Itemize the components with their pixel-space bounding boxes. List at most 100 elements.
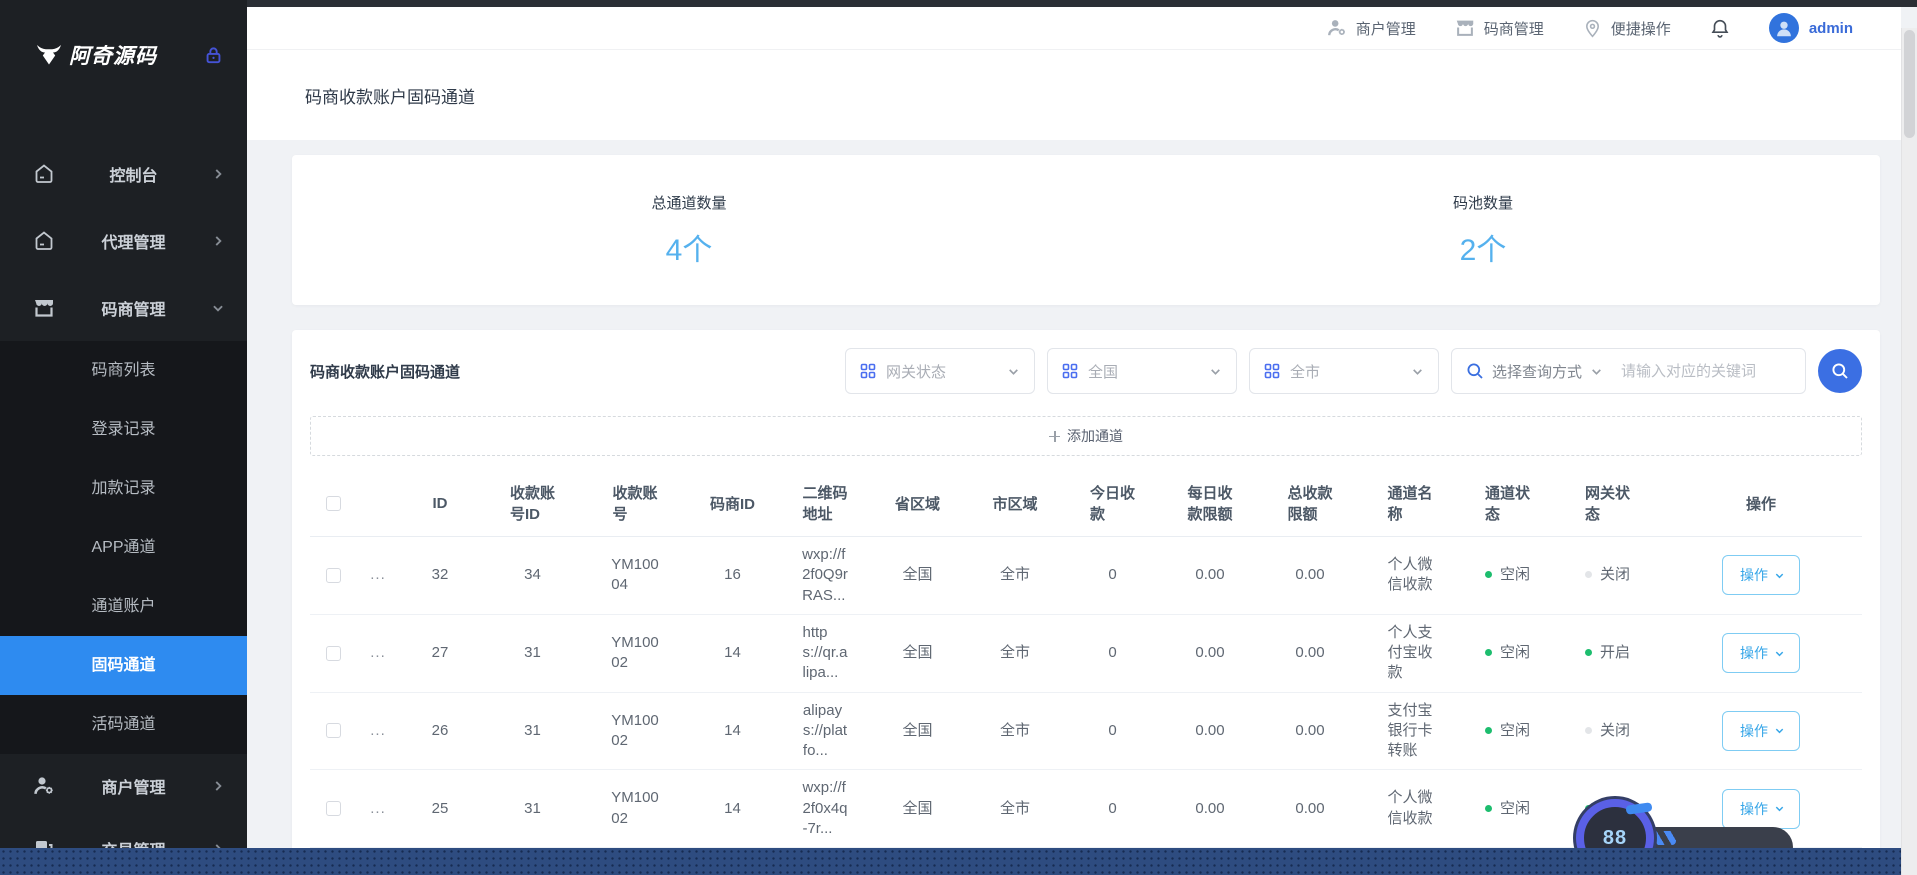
cell-gateway-status: 关闭 — [1555, 536, 1660, 615]
table-header-row: ID 收款账 号ID 收款账 号 码商ID 二维码 地址 省区域 市区域 今日收… — [310, 470, 1862, 537]
sidebar-menu: 控制台 代理管理 码商管理 码商列表 登录记录 加款记录 APP通道 通道账户 … — [0, 140, 247, 875]
cell-account-id: 31 — [480, 692, 585, 771]
row-action-button[interactable]: 操作 — [1722, 633, 1800, 674]
cell-merchant-id: 16 — [685, 536, 780, 615]
row-expand[interactable]: ... — [356, 536, 400, 615]
col-account-id: 收款账 号ID — [480, 470, 585, 537]
row-checkbox[interactable] — [325, 567, 341, 583]
submenu-item-channel-account[interactable]: 通道账户 — [91, 598, 156, 615]
province-select[interactable]: 全国 — [1047, 348, 1237, 394]
cell-qr: wxp://f 2f0x4q -7r... — [780, 769, 870, 848]
home-icon — [35, 230, 53, 250]
keyword-input[interactable] — [1621, 362, 1791, 380]
nav-item-label: 商户管理 — [1355, 20, 1416, 38]
widget-text: 88 — [1602, 826, 1628, 849]
sidebar-item-merchant[interactable]: 商户管理 — [0, 754, 247, 817]
submenu-item-fixed-code-channel[interactable]: 固码通道 — [0, 636, 247, 695]
title-bar: 码商收款账户固码通道 — [247, 50, 1901, 140]
stat-code-pools: 码池数量 2个 — [1086, 192, 1880, 269]
cell-daily-limit: 0.00 — [1160, 536, 1260, 615]
city-select[interactable]: 全市 — [1249, 348, 1439, 394]
sidebar-item-agent[interactable]: 代理管理 — [0, 207, 247, 274]
store-icon — [1456, 20, 1474, 36]
row-expand[interactable]: ... — [356, 614, 400, 693]
row-expand[interactable]: ... — [356, 769, 400, 848]
grid-icon — [1062, 363, 1078, 379]
table-row: ... 32 34 YM100 04 16 wxp://f 2f0Q9r RAS… — [310, 536, 1862, 615]
gateway-status-select[interactable]: 网关状态 — [845, 348, 1035, 394]
select-all-checkbox[interactable] — [325, 496, 341, 512]
submenu-item-deposit-records[interactable]: 加款记录 — [91, 480, 156, 497]
scrollbar-thumb[interactable] — [1904, 30, 1915, 138]
vertical-scrollbar[interactable] — [1901, 28, 1917, 875]
row-action-button[interactable]: 操作 — [1722, 555, 1800, 596]
cell-channel-name: 个人支 付宝收 款 — [1360, 614, 1460, 693]
body-area: 总通道数量 4个 码池数量 2个 码商收款账户固码通道 网关状态 — [247, 140, 1901, 875]
submenu-item-live-code-channel[interactable]: 活码通道 — [91, 716, 156, 733]
chevron-down-icon[interactable] — [1590, 365, 1603, 378]
cell-total-limit: 0.00 — [1260, 536, 1360, 615]
panel-title: 码商收款账户固码通道 — [310, 363, 461, 381]
search-button[interactable] — [1818, 349, 1862, 393]
avatar — [1768, 13, 1799, 43]
search-mode-select[interactable]: 选择查询方式 — [1492, 363, 1583, 381]
cell-channel-name: 个人微 信收款 — [1360, 536, 1460, 615]
add-channel-button[interactable]: 添加通道 — [310, 416, 1862, 456]
submenu-item-login-records[interactable]: 登录记录 — [91, 421, 156, 438]
col-merchant-id: 码商ID — [685, 470, 780, 537]
nav-item-label: 便捷操作 — [1610, 20, 1671, 38]
cell-qr: wxp://f 2f0Q9r RAS... — [780, 536, 870, 615]
stat-label: 码池数量 — [1452, 194, 1513, 212]
notification-bell-button[interactable] — [1709, 17, 1731, 39]
status-dot — [1484, 649, 1492, 656]
cell-channel-name: 个人微 信收款 — [1360, 769, 1460, 848]
select-value: 网关状态 — [886, 363, 947, 381]
submenu-item-app-channel[interactable]: APP通道 — [91, 539, 156, 556]
widget-notch — [1625, 802, 1653, 815]
col-province: 省区域 — [870, 470, 965, 537]
cell-today: 0 — [1065, 614, 1160, 693]
sidebar-item-label: 商户管理 — [101, 779, 166, 797]
lock-icon[interactable] — [204, 46, 223, 65]
cell-today: 0 — [1065, 769, 1160, 848]
sidebar-submenu: 码商列表 登录记录 加款记录 APP通道 通道账户 固码通道 活码通道 — [0, 341, 247, 754]
cell-account: YM100 02 — [585, 614, 685, 693]
plus-icon — [1049, 430, 1060, 442]
bottom-band — [0, 848, 1917, 875]
brand-name: 阿奇源码 — [69, 44, 157, 68]
cell-today: 0 — [1065, 692, 1160, 771]
grid-icon — [860, 363, 876, 379]
row-expand[interactable]: ... — [356, 692, 400, 771]
row-checkbox[interactable] — [325, 723, 341, 739]
stats-card: 总通道数量 4个 码池数量 2个 — [292, 155, 1880, 305]
col-expand — [356, 470, 400, 537]
row-action-button[interactable]: 操作 — [1722, 788, 1800, 829]
submenu-item-mashang-list[interactable]: 码商列表 — [91, 362, 156, 379]
top-strip — [0, 0, 1917, 7]
cell-merchant-id: 14 — [685, 614, 780, 693]
cell-gateway-status: 开启 — [1555, 614, 1660, 693]
cell-province: 全国 — [870, 536, 965, 615]
content-area: 商户管理 码商管理 便捷操作 admin 码商收款账户固码通道 总通道数量 4个 — [247, 7, 1901, 875]
sidebar: 阿奇源码 控制台 代理管理 码商管理 码商列表 登录记录 加款记录 APP通道 … — [0, 0, 247, 875]
cell-merchant-id: 14 — [685, 692, 780, 771]
nav-item-quick-actions[interactable]: 便捷操作 — [1582, 18, 1671, 39]
cell-channel-status: 空闲 — [1460, 614, 1555, 693]
merchant-icon — [1327, 20, 1345, 36]
chevron-down-icon — [1413, 368, 1422, 375]
user-menu[interactable]: admin — [1768, 13, 1853, 43]
nav-item-merchant[interactable]: 商户管理 — [1326, 17, 1416, 39]
status-dot — [1584, 571, 1592, 579]
cell-total-limit: 0.00 — [1260, 614, 1360, 693]
nav-item-mashang[interactable]: 码商管理 — [1454, 17, 1544, 39]
col-gateway-status: 网关状 态 — [1555, 470, 1660, 537]
sidebar-item-console[interactable]: 控制台 — [0, 140, 247, 207]
sidebar-item-mashang[interactable]: 码商管理 — [0, 274, 247, 341]
sidebar-item-label: 控制台 — [109, 167, 158, 185]
row-checkbox[interactable] — [325, 801, 341, 817]
row-action-button[interactable]: 操作 — [1722, 710, 1800, 751]
cell-account: YM100 02 — [585, 769, 685, 848]
col-today: 今日收 款 — [1065, 470, 1160, 537]
cell-province: 全国 — [870, 769, 965, 848]
row-checkbox[interactable] — [325, 645, 341, 661]
